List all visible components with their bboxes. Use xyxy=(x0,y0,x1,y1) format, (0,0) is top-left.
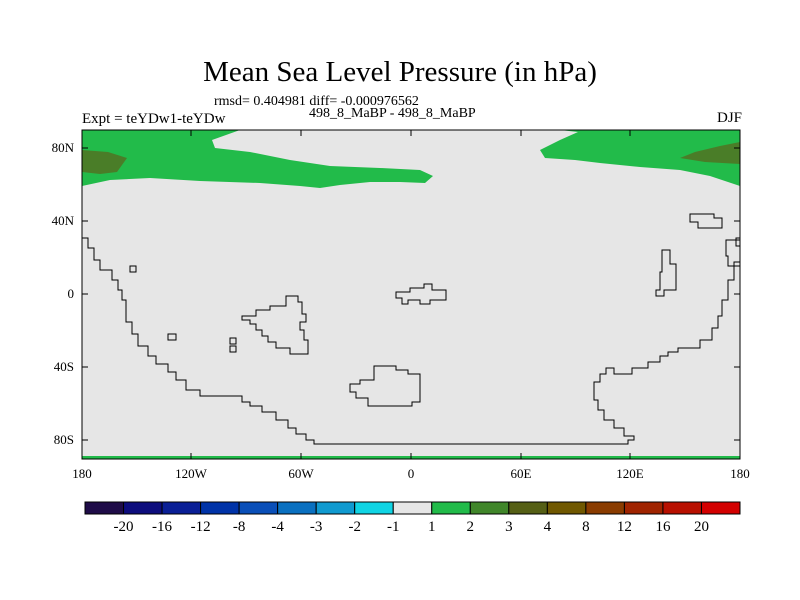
landmass-east-strip xyxy=(655,249,677,297)
colorbar-swatch xyxy=(546,501,587,515)
coastline-main-continent xyxy=(82,237,740,445)
anomaly-region-north-east xyxy=(540,130,740,186)
colorbar-swatch xyxy=(469,501,510,515)
x-tick-label: 180 xyxy=(730,466,750,481)
colorbar-label: 12 xyxy=(616,519,632,535)
colorbar-label: 3 xyxy=(505,519,513,535)
island-west-3 xyxy=(229,345,237,353)
colorbar-label: -12 xyxy=(190,519,211,535)
axis-ticks xyxy=(82,130,740,459)
colorbar-swatch xyxy=(123,501,163,515)
colorbar-label: -16 xyxy=(152,519,173,535)
colorbar-swatch xyxy=(700,501,741,515)
map-background xyxy=(82,130,740,459)
landmass-northeast xyxy=(689,213,723,229)
island-west-2 xyxy=(229,337,237,345)
colorbar-swatch xyxy=(238,501,279,515)
season-label: DJF xyxy=(716,110,742,126)
colorbar-label: -2 xyxy=(348,519,361,535)
anomaly-region-north-west xyxy=(82,130,433,188)
colorbar-label: -8 xyxy=(232,519,246,535)
y-tick-label: 80S xyxy=(53,432,74,447)
colorbar-swatch xyxy=(585,501,625,515)
colorbar-swatch xyxy=(200,501,240,515)
coastlines xyxy=(82,213,741,445)
island-north-small xyxy=(129,265,137,273)
colorbar-swatch xyxy=(354,501,394,515)
colorbar-swatch xyxy=(623,501,664,515)
x-tick-label: 60E xyxy=(510,466,532,481)
y-tick-label: 0 xyxy=(67,286,75,301)
anomaly-region-east-dark xyxy=(680,142,740,164)
period-text: 498_8_MaBP - 498_8_MaBP xyxy=(309,106,476,121)
coastline-east-upper xyxy=(735,237,740,247)
colorbar-label: 8 xyxy=(582,519,590,535)
stats-text: rmsd= 0.404981 diff= -0.000976562 xyxy=(214,94,419,109)
colorbar-swatch xyxy=(508,501,548,515)
colorbar-label: 20 xyxy=(693,519,709,535)
anomaly-region-west-dark xyxy=(82,150,127,174)
y-tick-label: 40N xyxy=(51,213,74,228)
x-tick-label: 0 xyxy=(407,466,415,481)
colorbar-label: -20 xyxy=(113,519,134,535)
colorbar-swatch xyxy=(277,501,317,515)
colorbar-label: -4 xyxy=(271,519,284,535)
colorbar-swatch xyxy=(315,501,356,515)
x-tick-label: 120E xyxy=(616,466,644,481)
colorbar-swatch xyxy=(431,501,471,515)
colorbar-label: -3 xyxy=(309,519,323,535)
landmass-south-central xyxy=(349,365,421,407)
experiment-label: Expt = teYDw1-teYDw xyxy=(82,111,226,127)
y-tick-label: 80N xyxy=(51,140,74,155)
y-tick-label: 40S xyxy=(53,359,74,374)
x-tick-label: 180 xyxy=(72,466,92,481)
colorbar-swatch xyxy=(392,501,433,515)
colorbar-swatch xyxy=(161,501,202,515)
colorbar-label: 4 xyxy=(543,519,552,535)
island-west-1 xyxy=(167,333,177,341)
colorbar-swatch xyxy=(84,501,125,515)
colorbar-label: 16 xyxy=(655,519,671,535)
colorbar-label: -1 xyxy=(386,519,400,535)
chart-title: Mean Sea Level Pressure (in hPa) xyxy=(203,56,597,88)
x-tick-label: 120W xyxy=(175,466,207,481)
x-tick-label: 60W xyxy=(288,466,314,481)
colorbar-swatch xyxy=(662,501,702,515)
colorbar-label: 2 xyxy=(466,519,475,535)
landmass-equatorial xyxy=(395,283,447,305)
landmass-central-west xyxy=(241,295,309,355)
colorbar-label: 1 xyxy=(428,519,436,535)
